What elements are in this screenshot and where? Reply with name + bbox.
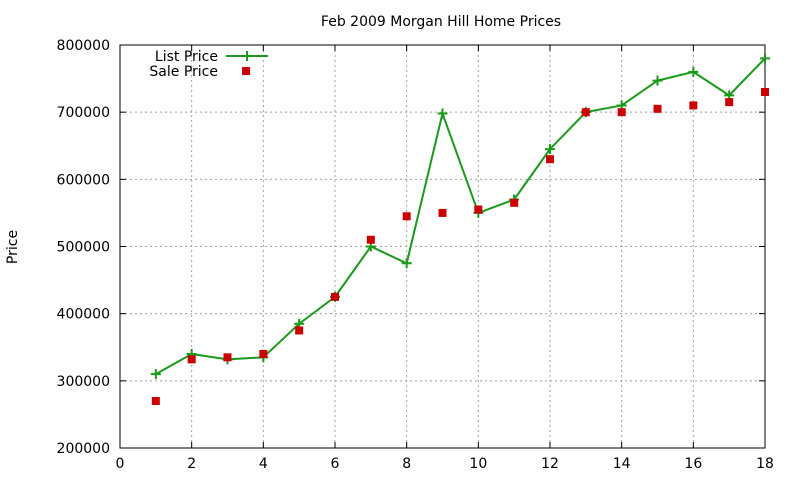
point-sale-price — [223, 353, 232, 362]
point-list-price — [545, 144, 555, 155]
point-list-price — [437, 108, 448, 119]
legend-marker-list-price — [242, 51, 252, 61]
point-sale-price — [331, 292, 339, 301]
y-axis-label: Price — [5, 230, 21, 264]
point-sale-price — [689, 101, 698, 110]
point-sale-price — [474, 205, 483, 214]
legend-label-list-price: List Price — [155, 49, 218, 65]
point-sale-price — [653, 104, 662, 113]
point-list-price — [760, 53, 770, 64]
y-tick-label: 800000 — [57, 38, 110, 54]
x-tick-label: 14 — [613, 456, 631, 472]
point-sale-price — [151, 396, 160, 405]
point-list-price — [652, 75, 663, 86]
x-tick-label: 4 — [259, 456, 268, 472]
point-sale-price — [438, 208, 447, 217]
y-tick-labels: 200000 300000 400000 500000 600000 700000 8000… — [57, 38, 110, 457]
point-sale-price — [510, 198, 519, 207]
x-tick-label: 0 — [116, 456, 125, 472]
x-tick-labels: 0 2 4 6 8 10 12 14 16 18 — [116, 456, 774, 472]
series-line-list-price — [155, 57, 766, 375]
legend: List Price Sale Price — [149, 49, 268, 80]
x-tick-label: 10 — [469, 456, 487, 472]
y-tick-label: 500000 — [57, 240, 110, 256]
point-sale-price — [761, 88, 769, 97]
point-sale-price — [187, 355, 196, 364]
legend-label-sale-price: Sale Price — [149, 64, 218, 80]
y-tick-label: 600000 — [57, 172, 110, 188]
point-sale-price — [546, 155, 554, 164]
grid — [120, 45, 765, 448]
y-tick-label: 700000 — [57, 105, 110, 121]
x-tick-label: 8 — [402, 456, 411, 472]
point-sale-price — [366, 235, 375, 244]
y-tick-label: 200000 — [57, 441, 110, 457]
y-tick-label: 400000 — [57, 307, 110, 323]
x-tick-label: 18 — [756, 456, 774, 472]
point-sale-price — [295, 326, 304, 335]
series-layer — [150, 53, 770, 405]
point-sale-price — [259, 349, 268, 358]
x-tick-label: 16 — [684, 456, 702, 472]
legend-marker-sale-price — [242, 67, 250, 75]
x-tick-label: 6 — [331, 456, 340, 472]
point-sale-price — [581, 108, 590, 117]
point-list-price — [688, 66, 699, 77]
axis-ticks — [119, 44, 766, 449]
point-sale-price — [617, 108, 626, 117]
chart-title: Feb 2009 Morgan Hill Home Prices — [321, 14, 561, 30]
x-tick-label: 12 — [541, 456, 559, 472]
point-sale-price — [402, 212, 411, 221]
point-list-price — [401, 258, 412, 269]
x-tick-label: 2 — [187, 456, 196, 472]
point-sale-price — [725, 98, 734, 107]
point-list-price — [150, 369, 161, 380]
y-tick-label: 300000 — [57, 374, 110, 390]
